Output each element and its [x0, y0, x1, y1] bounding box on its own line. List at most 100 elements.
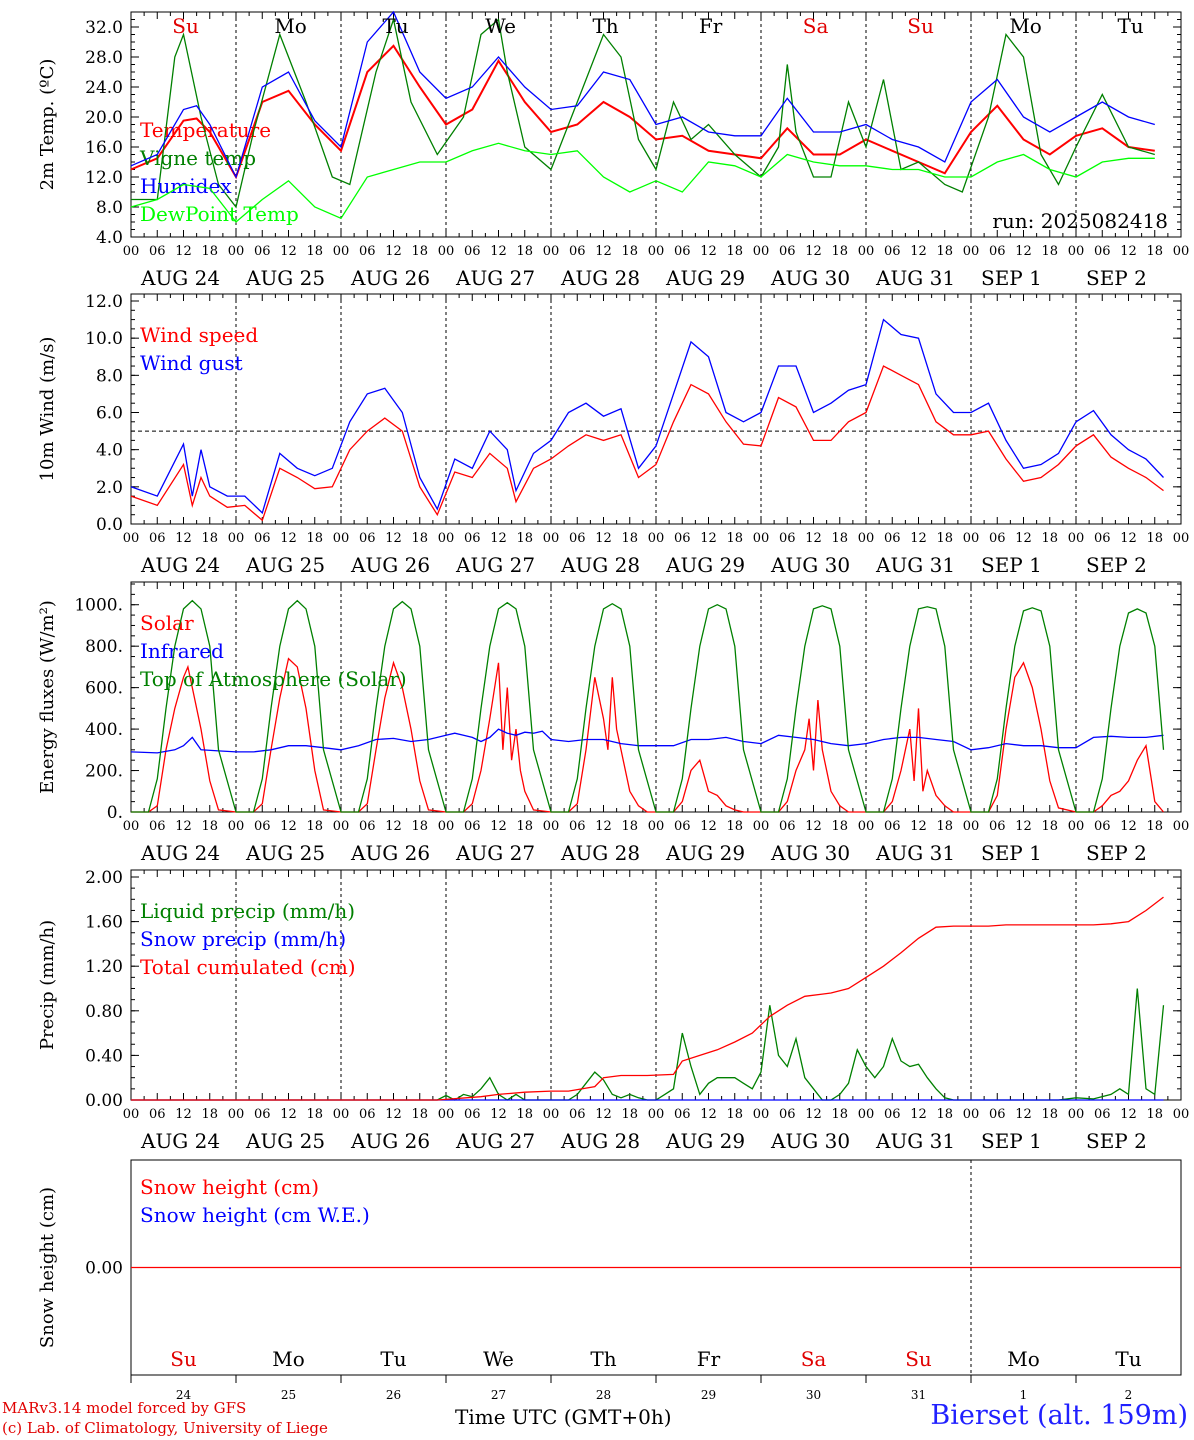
hour-label: 18 — [411, 1107, 428, 1122]
date-label: AUG 25 — [245, 841, 325, 865]
date-label: SEP 1 — [981, 553, 1042, 577]
hour-label: 12 — [280, 1107, 297, 1122]
hour-label: 06 — [1094, 1107, 1111, 1122]
hour-label: 06 — [1094, 531, 1111, 546]
hour-label: 06 — [359, 531, 376, 546]
series-line-0 — [131, 988, 1165, 1101]
hour-label: 18 — [1041, 531, 1058, 546]
hour-label: 18 — [1041, 819, 1058, 834]
hour-label: 12 — [385, 1107, 402, 1122]
hour-label: 18 — [936, 531, 953, 546]
day-number-label: 2 — [1125, 1388, 1133, 1402]
date-label: AUG 27 — [455, 553, 535, 577]
weekday-label: Sa — [801, 1347, 827, 1371]
y-axis-label: Energy fluxes (W/m²) — [37, 600, 58, 794]
hour-label: 00 — [1068, 244, 1085, 259]
hour-label: 00 — [228, 531, 245, 546]
x-axis-title: Time UTC (GMT+0h) — [455, 1405, 672, 1429]
hour-label: 12 — [490, 244, 507, 259]
hour-label: 00 — [858, 819, 875, 834]
hour-label: 12 — [1120, 531, 1137, 546]
y-tick-label: 0. — [107, 803, 123, 823]
hour-label: 06 — [779, 244, 796, 259]
day-number-label: 29 — [701, 1388, 716, 1402]
hour-label: 06 — [884, 1107, 901, 1122]
hour-label: 06 — [149, 1107, 166, 1122]
hour-label: 12 — [1015, 819, 1032, 834]
hour-label: 00 — [333, 819, 350, 834]
date-label: AUG 31 — [875, 553, 955, 577]
date-label: AUG 29 — [665, 553, 745, 577]
hour-label: 06 — [779, 1107, 796, 1122]
date-label: SEP 2 — [1086, 841, 1147, 865]
hour-label: 06 — [1094, 244, 1111, 259]
hour-label: 00 — [1173, 531, 1190, 546]
hour-label: 06 — [254, 244, 271, 259]
hour-label: 12 — [595, 244, 612, 259]
hour-label: 12 — [385, 531, 402, 546]
hour-label: 00 — [333, 531, 350, 546]
date-label: AUG 26 — [350, 553, 430, 577]
hour-label: 06 — [149, 819, 166, 834]
hour-label: 18 — [831, 531, 848, 546]
weekday-label: Tu — [380, 1347, 406, 1371]
hour-label: 12 — [805, 819, 822, 834]
hour-label: 06 — [569, 244, 586, 259]
hour-label: 12 — [1015, 244, 1032, 259]
hour-label: 18 — [936, 1107, 953, 1122]
legend-entry: Vigne temp — [139, 146, 256, 170]
series-line-1 — [130, 728, 1164, 754]
date-label: AUG 29 — [665, 1129, 745, 1153]
hour-label: 12 — [280, 819, 297, 834]
hour-label: 12 — [700, 1107, 717, 1122]
legend-entry: Liquid precip (mm/h) — [140, 899, 355, 923]
y-tick-label: 16.0 — [85, 138, 123, 158]
hour-label: 00 — [438, 819, 455, 834]
y-tick-label: 6.0 — [96, 404, 123, 424]
hour-label: 00 — [438, 244, 455, 259]
y-tick-label: 800. — [85, 637, 123, 657]
hour-label: 12 — [700, 531, 717, 546]
hour-label: 00 — [963, 244, 980, 259]
date-label: AUG 28 — [560, 1129, 640, 1153]
y-tick-label: 32.0 — [85, 18, 123, 38]
day-number-label: 24 — [176, 1388, 192, 1402]
y-tick-label: 28.0 — [85, 48, 123, 68]
hour-label: 06 — [674, 1107, 691, 1122]
y-axis-label: 10m Wind (m/s) — [37, 337, 58, 482]
hour-label: 00 — [753, 531, 770, 546]
hour-label: 12 — [595, 819, 612, 834]
hour-label: 12 — [280, 244, 297, 259]
hour-label: 06 — [359, 819, 376, 834]
hour-label: 00 — [1068, 1107, 1085, 1122]
hour-label: 00 — [648, 1107, 665, 1122]
legend-entry: Wind speed — [140, 323, 258, 347]
legend-entry: Snow height (cm) — [140, 1175, 319, 1199]
day-number-label: 27 — [491, 1388, 506, 1402]
series-line-0 — [130, 365, 1164, 522]
series-line-2 — [131, 896, 1164, 1101]
hour-label: 18 — [306, 531, 323, 546]
series-line-0 — [130, 44, 1155, 180]
hour-label: 06 — [569, 819, 586, 834]
y-axis-label: Snow height (cm) — [37, 1187, 58, 1348]
legend-entry: DewPoint Temp — [140, 202, 299, 226]
series-line-2 — [131, 599, 1165, 813]
hour-label: 18 — [201, 531, 218, 546]
y-tick-label: 8.0 — [96, 366, 123, 386]
hour-label: 12 — [805, 1107, 822, 1122]
legend-entry: Snow precip (mm/h) — [140, 927, 346, 951]
weekday-label: Th — [592, 14, 618, 38]
hour-label: 18 — [306, 819, 323, 834]
hour-label: 00 — [228, 1107, 245, 1122]
weekday-label: Sa — [803, 14, 829, 38]
hour-label: 06 — [149, 244, 166, 259]
hour-label: 12 — [700, 244, 717, 259]
series-line-1 — [131, 17, 1155, 209]
y-tick-label: 0.40 — [85, 1046, 123, 1066]
hour-label: 06 — [674, 244, 691, 259]
date-label: SEP 1 — [981, 841, 1042, 865]
date-label: AUG 25 — [245, 553, 325, 577]
hour-label: 18 — [831, 244, 848, 259]
